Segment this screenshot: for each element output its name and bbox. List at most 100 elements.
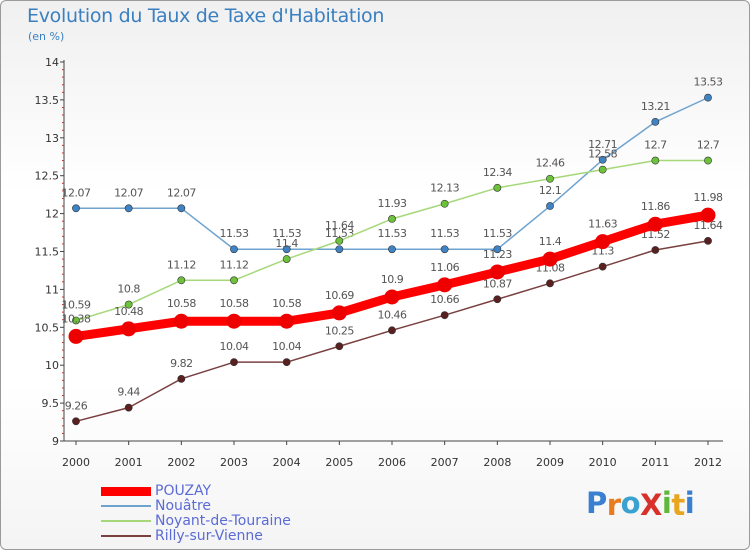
data-point — [704, 93, 712, 102]
data-label: 11.53 — [378, 227, 407, 240]
data-label: 12.07 — [114, 186, 143, 199]
data-label: 11.53 — [220, 227, 249, 240]
data-label: 11.12 — [167, 258, 196, 271]
data-point — [124, 204, 133, 213]
data-label: 10.58 — [220, 297, 249, 310]
data-label: 11.06 — [430, 261, 459, 274]
x-tick-label: 2000 — [62, 456, 90, 469]
legend-label: Nouâtre — [155, 498, 212, 514]
data-point — [282, 358, 291, 367]
data-point — [226, 313, 242, 329]
data-label: 10.66 — [430, 293, 459, 306]
legend-swatch — [101, 535, 151, 537]
data-point — [72, 204, 80, 213]
data-label: 11.63 — [588, 218, 617, 231]
x-tick-label: 2008 — [483, 456, 511, 469]
data-label: 12.58 — [588, 148, 617, 161]
series-rilly-sur-vienne: 9.26 9.44 9.82 10.04 10.04 10.25 10.46 10.66 10.… — [65, 219, 723, 426]
data-point — [335, 342, 344, 351]
data-label: 13.53 — [694, 76, 723, 89]
data-label: 10.87 — [483, 277, 512, 290]
data-label: 10.25 — [325, 324, 354, 337]
logo-letter: t — [671, 488, 685, 522]
data-label: 13.21 — [641, 100, 670, 113]
data-label: 12.1 — [539, 184, 562, 197]
legend-swatch — [101, 520, 151, 522]
y-tick-label: 14 — [45, 56, 59, 69]
legend-label: Rilly-sur-Vienne — [155, 528, 263, 544]
data-point — [121, 321, 137, 337]
data-point — [124, 300, 133, 309]
data-label: 10.59 — [62, 298, 91, 311]
data-label: 11.53 — [483, 227, 512, 240]
data-label: 10.8 — [117, 283, 140, 296]
data-label: 11.53 — [430, 227, 459, 240]
data-label: 12.07 — [167, 186, 196, 199]
data-point — [704, 156, 712, 165]
data-point — [72, 417, 80, 426]
data-point — [388, 326, 396, 335]
data-label: 11.86 — [641, 200, 670, 213]
data-point — [700, 207, 716, 223]
data-label: 12.34 — [483, 166, 512, 179]
x-tick-label: 2001 — [115, 456, 143, 469]
x-tick-label: 2007 — [431, 456, 459, 469]
data-point — [177, 204, 186, 213]
data-point — [282, 245, 291, 254]
data-point — [384, 289, 400, 305]
data-label: 10.46 — [378, 308, 407, 321]
data-point — [177, 276, 186, 285]
data-label: 12.71 — [588, 138, 617, 151]
data-label: 10.04 — [220, 340, 249, 353]
data-point — [72, 316, 80, 325]
x-tick-label: 2006 — [378, 456, 406, 469]
data-label: 11.64 — [694, 219, 723, 232]
y-tick-label: 9 — [52, 435, 59, 448]
data-point — [598, 155, 607, 164]
series-nou-tre: 12.07 12.07 12.07 11.53 11.53 11.53 11.53 11.53… — [62, 76, 723, 254]
data-label: 10.04 — [272, 340, 301, 353]
legend-label: Noyant-de-Touraine — [155, 513, 291, 529]
data-point — [704, 236, 712, 245]
y-tick-label: 11.5 — [35, 246, 60, 259]
y-tick-label: 12.5 — [35, 170, 60, 183]
data-point — [282, 255, 291, 263]
data-point — [173, 313, 189, 329]
logo-letter: i — [661, 486, 672, 520]
data-label: 12.7 — [644, 139, 667, 152]
data-label: 10.58 — [272, 297, 301, 310]
data-point — [546, 279, 554, 288]
data-label: 10.58 — [167, 297, 196, 310]
data-point — [493, 295, 502, 304]
x-tick-label: 2002 — [167, 456, 195, 469]
x-tick-label: 2011 — [641, 456, 669, 469]
data-label: 10.38 — [62, 312, 91, 325]
data-point — [230, 358, 238, 367]
y-tick-label: 11 — [45, 283, 59, 296]
data-label: 12.46 — [536, 157, 565, 170]
data-point — [647, 216, 663, 232]
data-point — [279, 313, 295, 329]
y-tick-label: 10 — [45, 359, 59, 372]
data-label: 11.12 — [220, 258, 249, 271]
data-label: 11.53 — [272, 227, 301, 240]
data-point — [440, 311, 449, 320]
y-tick-label: 9.5 — [42, 397, 60, 410]
data-point — [651, 156, 660, 165]
data-point — [542, 251, 558, 267]
data-point — [230, 276, 238, 285]
logo-letter: o — [620, 486, 641, 520]
y-tick-label: 10.5 — [35, 321, 60, 334]
data-label: 11.64 — [325, 219, 354, 232]
y-tick-label: 12 — [45, 208, 59, 221]
data-point — [335, 245, 344, 254]
data-label: 11.23 — [483, 248, 512, 261]
data-label: 9.82 — [170, 357, 193, 370]
data-point — [651, 117, 660, 126]
data-point — [651, 246, 660, 254]
data-point — [489, 264, 505, 280]
data-point — [493, 183, 502, 192]
x-tick-label: 2005 — [325, 456, 353, 469]
y-tick-label: 13.5 — [35, 94, 60, 107]
